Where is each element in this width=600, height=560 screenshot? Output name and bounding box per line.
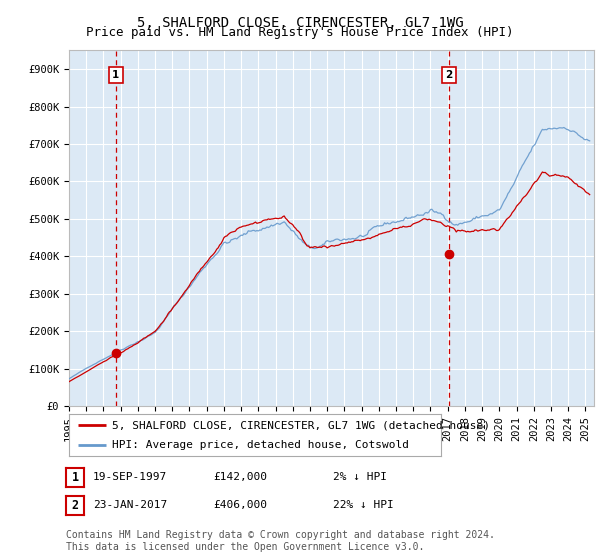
Text: Price paid vs. HM Land Registry's House Price Index (HPI): Price paid vs. HM Land Registry's House …	[86, 26, 514, 39]
Text: 2: 2	[445, 71, 452, 80]
Text: Contains HM Land Registry data © Crown copyright and database right 2024.
This d: Contains HM Land Registry data © Crown c…	[66, 530, 495, 552]
Text: 2: 2	[71, 498, 79, 512]
Text: 5, SHALFORD CLOSE, CIRENCESTER, GL7 1WG: 5, SHALFORD CLOSE, CIRENCESTER, GL7 1WG	[137, 16, 463, 30]
Text: 22% ↓ HPI: 22% ↓ HPI	[333, 500, 394, 510]
Text: 23-JAN-2017: 23-JAN-2017	[93, 500, 167, 510]
Text: £142,000: £142,000	[213, 472, 267, 482]
Text: 5, SHALFORD CLOSE, CIRENCESTER, GL7 1WG (detached house): 5, SHALFORD CLOSE, CIRENCESTER, GL7 1WG …	[112, 421, 490, 430]
Text: 1: 1	[71, 470, 79, 484]
Text: 19-SEP-1997: 19-SEP-1997	[93, 472, 167, 482]
Text: 2% ↓ HPI: 2% ↓ HPI	[333, 472, 387, 482]
Text: 1: 1	[112, 71, 119, 80]
Text: HPI: Average price, detached house, Cotswold: HPI: Average price, detached house, Cots…	[112, 441, 409, 450]
Text: £406,000: £406,000	[213, 500, 267, 510]
